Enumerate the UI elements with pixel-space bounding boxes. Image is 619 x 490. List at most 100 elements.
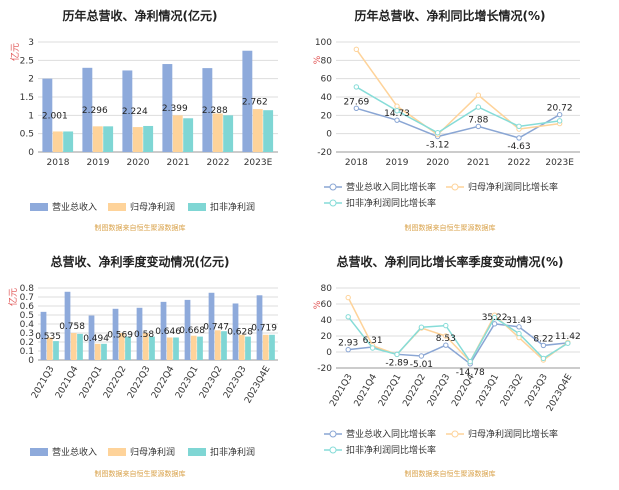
y-axis-unit: % <box>313 55 323 64</box>
bar-net-profit <box>142 333 149 360</box>
data-point <box>394 108 400 114</box>
bar-deducted-profit <box>223 115 234 152</box>
data-point <box>540 355 547 362</box>
bar-deducted-profit <box>101 343 107 360</box>
bar-deducted-profit <box>63 131 74 152</box>
x-tick-label: 2022Q1 <box>377 373 404 409</box>
legend-label: 归母净利润 <box>130 446 175 458</box>
series-line-1 <box>355 48 560 136</box>
x-tick-label: 2021 <box>467 158 490 168</box>
legend-marker <box>329 199 337 207</box>
data-point <box>345 314 351 320</box>
bar-net-profit <box>46 337 53 360</box>
data-label: 2.288 <box>202 106 228 116</box>
y-axis-unit: 亿元 <box>9 43 21 61</box>
legend-label: 归母净利润 <box>130 201 175 213</box>
y-tick-label: 80 <box>321 56 333 66</box>
data-point <box>345 294 351 301</box>
y-tick-label: 60 <box>321 75 333 85</box>
bar-revenue <box>184 299 191 360</box>
x-tick-label: 2022 <box>207 158 230 168</box>
data-label: -4.63 <box>507 142 530 152</box>
bar-revenue <box>208 292 215 360</box>
y-tick-label: 60 <box>321 300 333 310</box>
chart-title: 总营收、净利季度变动情况(亿元) <box>51 254 230 269</box>
data-label: 2.399 <box>162 104 188 114</box>
bar-revenue <box>64 291 71 360</box>
y-axis-unit: % <box>313 300 323 309</box>
bar-deducted-profit <box>143 125 154 152</box>
bar-revenue <box>160 301 167 360</box>
legend-label: 扣非净利润 <box>210 201 255 213</box>
bar-revenue <box>232 303 239 360</box>
x-tick-label: 2023E <box>244 158 273 168</box>
legend-swatch <box>188 448 206 456</box>
data-label: 0.58 <box>134 330 154 340</box>
y-tick-label: 3 <box>28 38 34 48</box>
chart-quarterly-revenue-profit: 总营收、净利季度变动情况(亿元) 亿元 00.10.20.30.40.50.60… <box>7 254 278 478</box>
x-tick-label: 2018 <box>47 158 70 168</box>
plot-area: 0 0.5 1 1.5 2 2.5 3 2018 2019 2020 2021 2022 2023E 2.… <box>20 38 278 213</box>
chart-annual-growth: 历年总营收、净利同比增长情况(%) % -20 0 20 40 60 80 100 2018 2… <box>313 8 580 232</box>
data-label: 8.53 <box>436 334 456 344</box>
plot-area: 00.10.20.30.40.50.60.70.82021Q32021Q4202… <box>20 284 278 458</box>
x-tick-label: 2022Q2 <box>401 373 428 409</box>
data-label: 8.22 <box>533 334 553 344</box>
y-tick-label: 2.5 <box>20 56 34 66</box>
bar-revenue <box>162 64 173 152</box>
data-label: 6.31 <box>363 336 383 346</box>
y-tick-label: 0 <box>28 148 34 158</box>
y-tick-label: 0 <box>28 356 34 366</box>
legend-marker <box>451 430 459 438</box>
bar-net-profit <box>238 334 245 360</box>
bar-deducted-profit <box>173 337 179 360</box>
y-tick-label: 0.5 <box>20 130 34 140</box>
bar-revenue <box>42 78 53 152</box>
legend-label: 扣非净利润同比增长率 <box>346 197 436 209</box>
x-tick-label: 2023Q2 <box>499 373 526 409</box>
y-tick-label: 0.6 <box>20 302 35 312</box>
y-tick-label: 0.4 <box>20 320 35 330</box>
bar-deducted-profit <box>245 336 251 360</box>
x-tick-label: 2023Q3 <box>523 373 550 409</box>
chart-annual-revenue-profit: 历年总营收、净利情况(亿元) 亿元 0 0.5 1 1.5 2 2.5 3 2018 2019 2… <box>9 8 278 232</box>
source-note: 制图数据来自恒生聚源数据库 <box>95 223 186 232</box>
x-tick-label: 2020 <box>426 158 449 168</box>
data-point <box>516 123 522 130</box>
x-tick-label: 2023Q2 <box>198 365 225 401</box>
bar-deducted-profit <box>77 333 83 360</box>
bar-revenue <box>88 315 95 360</box>
bar-deducted-profit <box>53 341 59 360</box>
y-tick-label: 0.3 <box>20 329 34 339</box>
bar-deducted-profit <box>149 336 155 360</box>
data-label: -5.01 <box>410 360 433 370</box>
data-point <box>345 346 351 353</box>
data-point <box>540 342 547 349</box>
plot-area: -20 0 20 40 60 80 100 2018 2019 2020 2021 2022 2023E… <box>315 38 580 209</box>
legend-label: 营业总收入 <box>52 201 97 213</box>
bar-revenue <box>40 311 47 360</box>
x-tick-label: 2022 <box>508 158 531 168</box>
bar-deducted-profit <box>197 336 203 360</box>
bar-revenue <box>242 50 253 152</box>
y-tick-label: 40 <box>321 93 333 103</box>
legend-swatch <box>30 203 48 211</box>
series-line-2 <box>355 86 560 134</box>
bar-deducted-profit <box>125 336 131 360</box>
data-label: 0.758 <box>59 322 85 332</box>
data-point <box>475 123 482 130</box>
data-point <box>516 135 522 141</box>
bar-revenue <box>256 295 263 360</box>
bar-revenue <box>122 70 133 152</box>
data-label: -14.78 <box>456 368 485 378</box>
data-point <box>418 324 425 330</box>
bar-deducted-profit <box>221 331 227 360</box>
x-tick-label: 2018 <box>345 158 368 168</box>
x-tick-label: 2022Q3 <box>426 373 453 409</box>
y-tick-label: 0 <box>326 348 332 358</box>
data-point <box>516 324 522 330</box>
data-point <box>491 321 498 327</box>
x-tick-label: 2019 <box>87 158 110 168</box>
data-label: 2.93 <box>338 339 358 349</box>
